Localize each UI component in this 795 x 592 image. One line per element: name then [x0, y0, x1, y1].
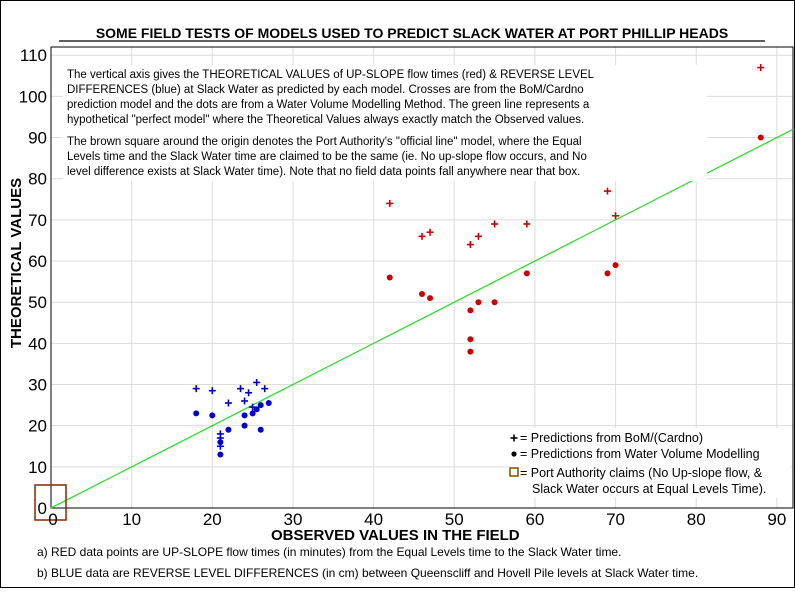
dot-point	[241, 412, 248, 419]
cross-point	[386, 199, 394, 207]
chart-title: SOME FIELD TESTS OF MODELS USED TO PREDI…	[96, 25, 728, 41]
dot-point	[209, 412, 216, 419]
y-tick-label: 90	[28, 129, 47, 148]
annotation-line-1: The vertical axis gives the THEORETICAL …	[67, 69, 595, 81]
perfect-model-line	[50, 128, 794, 509]
x-tick-label: 80	[687, 510, 706, 529]
x-tick-label: 20	[203, 510, 222, 529]
x-tick-label: 50	[445, 510, 464, 529]
legend-background	[509, 428, 791, 498]
y-tick-label: 110	[20, 46, 47, 65]
dot-point	[265, 400, 272, 407]
cross-point	[224, 399, 232, 407]
dot-point	[604, 270, 611, 277]
cross-point	[604, 187, 611, 195]
x-tick-label: 70	[606, 510, 625, 529]
y-tick-label: 60	[28, 252, 47, 271]
dot-point	[241, 422, 248, 429]
dot-point	[249, 410, 256, 417]
x-tick-label: 30	[283, 510, 302, 529]
cross-point	[261, 385, 269, 393]
dot-point	[193, 410, 200, 417]
dot-point	[427, 295, 434, 302]
dot-point	[257, 426, 264, 433]
y-tick-label: 30	[28, 376, 47, 395]
legend-label-cross: = Predictions from BoM/(Cardno)	[520, 431, 703, 445]
cross-point	[237, 385, 245, 393]
cross-point	[757, 64, 765, 72]
official-line-box	[34, 484, 67, 521]
legend-dot-marker	[511, 451, 517, 457]
cross-point	[523, 220, 531, 228]
dot-point	[757, 134, 764, 141]
cross-point	[426, 228, 434, 236]
x-tick-label: 90	[767, 510, 786, 529]
annotation-background	[63, 65, 707, 181]
y-tick-label: 80	[28, 170, 47, 189]
legend: = Predictions from BoM/(Cardno) = Predic…	[509, 428, 791, 498]
annotation-line-6: Levels time and the Slack Water time are…	[67, 151, 587, 163]
annotation-box: The vertical axis gives the THEORETICAL …	[63, 65, 707, 181]
x-tick-label: 0	[48, 510, 57, 529]
cross-point	[241, 397, 249, 405]
annotation-line-7: level difference exists at Slack Water t…	[67, 166, 580, 178]
y-tick-label: 50	[28, 293, 47, 312]
dot-point	[217, 451, 224, 458]
dot-point	[467, 348, 474, 355]
data-points	[192, 64, 765, 458]
official-box-group	[34, 484, 67, 521]
dot-point	[257, 402, 264, 409]
x-axis-label: OBSERVED VALUES IN THE FIELD	[271, 527, 520, 544]
y-tick-label: 10	[28, 458, 47, 477]
cross-point	[253, 378, 261, 386]
legend-cross-marker	[510, 434, 518, 442]
legend-label-continuation: Slack Water occurs at Equal Levels Time)…	[532, 482, 766, 496]
dot-point	[467, 307, 474, 314]
dot-point	[475, 299, 482, 306]
y-tick-label: 40	[28, 334, 47, 353]
annotation-line-3: prediction model and the dots are from a…	[67, 99, 590, 111]
dot-point	[217, 439, 224, 446]
dot-point	[386, 274, 393, 281]
y-tick-labels: 0 10 20 30 40 50 60 70 80 90 100 110	[19, 46, 47, 518]
x-tick-label: 60	[525, 510, 544, 529]
dot-point	[523, 270, 530, 277]
y-tick-label: 70	[28, 211, 47, 230]
dot-point	[467, 336, 474, 343]
dot-point	[612, 262, 619, 269]
footnote-a: a) RED data points are UP-SLOPE flow tim…	[37, 545, 621, 559]
y-tick-label: 20	[28, 417, 47, 436]
cross-point	[491, 220, 499, 228]
dot-point	[491, 299, 498, 306]
x-tick-label: 10	[122, 510, 141, 529]
dot-point	[419, 290, 425, 297]
cross-point	[466, 241, 474, 249]
legend-label-square: = Port Authority claims (No Up-slope flo…	[520, 466, 763, 480]
dot-point	[253, 406, 260, 413]
legend-markers	[509, 434, 519, 477]
x-tick-labels: 0 10 20 30 40 50 60 70 80 90	[48, 510, 786, 529]
legend-label-dot: = Predictions from Water Volume Modellin…	[520, 447, 760, 461]
x-tick-label: 40	[364, 510, 383, 529]
cross-point	[192, 385, 200, 393]
dot-point	[225, 426, 232, 433]
cross-point	[245, 389, 253, 397]
legend-square-marker	[509, 467, 519, 477]
y-axis-label: THEORETICAL VALUES	[8, 178, 25, 348]
annotation-line-2: DIFFERENCES (blue) at Slack Water as pre…	[67, 84, 584, 96]
plot-area	[50, 46, 794, 509]
cross-point	[612, 212, 620, 220]
cross-point	[418, 232, 426, 240]
footnote-b: b) BLUE data are REVERSE LEVEL DIFFERENC…	[37, 566, 698, 580]
reference-line-group	[50, 128, 794, 509]
y-tick-label: 100	[19, 87, 47, 106]
annotation-line-4: hypothetical "perfect model" where the T…	[67, 114, 584, 126]
cross-point	[474, 232, 482, 240]
annotation-line-5: The brown square around the origin denot…	[67, 136, 582, 148]
cross-point	[208, 387, 216, 395]
y-tick-label: 0	[38, 499, 47, 518]
